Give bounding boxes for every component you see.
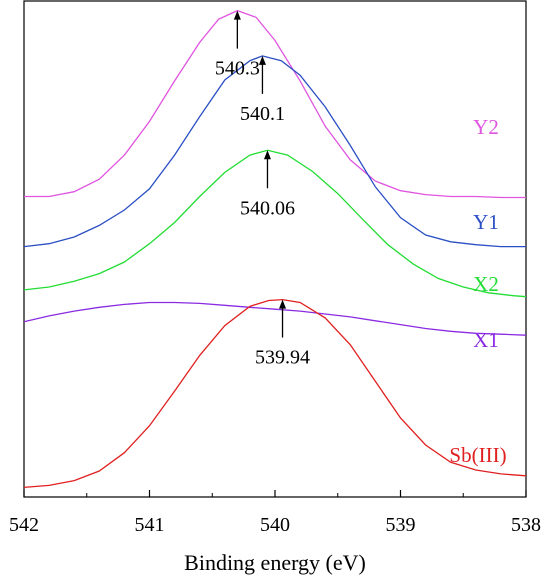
series-name-label: X2	[473, 272, 499, 296]
x-axis-ticks: 542 541 540 539 538	[9, 490, 541, 536]
series-line-y2	[24, 9, 526, 199]
series-name-label: Y2	[473, 115, 499, 139]
series-name-label: Sb(III)	[449, 443, 506, 467]
peak-arrow-head	[258, 55, 266, 65]
peak-value-label: 539.94	[255, 347, 310, 369]
x-tick-label: 540	[260, 514, 290, 536]
peak-arrow-head	[279, 299, 287, 309]
series-line-x1	[23, 301, 527, 336]
series-line-x2	[23, 149, 527, 298]
x-tick-label: 542	[9, 514, 39, 536]
plot-frame	[23, 0, 527, 498]
series-line-y1	[23, 55, 526, 248]
x-tick-label: 541	[135, 514, 165, 536]
series-lines	[23, 9, 527, 489]
peak-arrow-head	[263, 150, 271, 160]
peak-annotations: Y2 540.3 Y1 540.1 X2 540.06 X1 Sb(III) 539.94	[215, 10, 507, 467]
peak-value-label: 540.1	[240, 103, 285, 125]
x-tick-label: 538	[511, 514, 541, 536]
series-name-label: X1	[473, 328, 499, 352]
x-axis-label: Binding energy (eV)	[184, 550, 366, 575]
x-tick-label: 539	[386, 514, 416, 536]
series-line-sbiii	[23, 298, 527, 489]
peak-value-label: 540.06	[240, 197, 295, 219]
series-name-label: Y1	[473, 210, 499, 234]
peak-value-label: 540.3	[215, 58, 260, 80]
peak-arrow-head	[233, 10, 241, 20]
